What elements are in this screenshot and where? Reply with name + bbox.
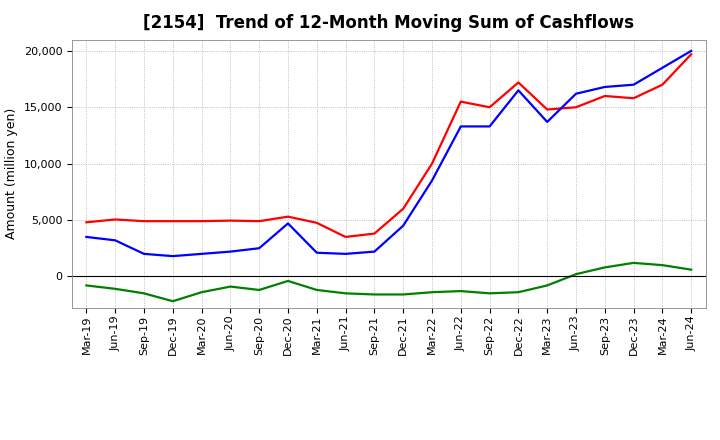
Operating Cashflow xyxy=(428,161,436,166)
Operating Cashflow xyxy=(629,95,638,101)
Investing Cashflow xyxy=(543,283,552,288)
Operating Cashflow xyxy=(514,80,523,85)
Investing Cashflow xyxy=(255,287,264,293)
Investing Cashflow xyxy=(370,292,379,297)
Operating Cashflow xyxy=(140,219,148,224)
Investing Cashflow xyxy=(600,265,609,270)
Free Cashflow xyxy=(197,251,206,257)
Free Cashflow xyxy=(370,249,379,254)
Investing Cashflow xyxy=(687,267,696,272)
Operating Cashflow xyxy=(284,214,292,219)
Investing Cashflow xyxy=(226,284,235,289)
Operating Cashflow xyxy=(485,105,494,110)
Investing Cashflow xyxy=(514,290,523,295)
Line: Free Cashflow: Free Cashflow xyxy=(86,51,691,256)
Free Cashflow xyxy=(629,82,638,88)
Operating Cashflow xyxy=(658,82,667,88)
Free Cashflow xyxy=(341,251,350,257)
Free Cashflow xyxy=(82,235,91,240)
Investing Cashflow xyxy=(456,289,465,294)
Free Cashflow xyxy=(572,91,580,96)
Operating Cashflow xyxy=(572,105,580,110)
Investing Cashflow xyxy=(428,290,436,295)
Free Cashflow xyxy=(658,65,667,70)
Operating Cashflow xyxy=(168,219,177,224)
Free Cashflow xyxy=(485,124,494,129)
Free Cashflow xyxy=(255,246,264,251)
Free Cashflow xyxy=(600,84,609,90)
Investing Cashflow xyxy=(399,292,408,297)
Investing Cashflow xyxy=(197,290,206,295)
Free Cashflow xyxy=(168,253,177,259)
Operating Cashflow xyxy=(456,99,465,104)
Free Cashflow xyxy=(399,223,408,228)
Free Cashflow xyxy=(312,250,321,255)
Free Cashflow xyxy=(514,88,523,93)
Investing Cashflow xyxy=(284,278,292,283)
Investing Cashflow xyxy=(140,291,148,296)
Line: Operating Cashflow: Operating Cashflow xyxy=(86,54,691,237)
Free Cashflow xyxy=(543,119,552,125)
Operating Cashflow xyxy=(399,206,408,211)
Investing Cashflow xyxy=(168,299,177,304)
Title: [2154]  Trend of 12-Month Moving Sum of Cashflows: [2154] Trend of 12-Month Moving Sum of C… xyxy=(143,15,634,33)
Investing Cashflow xyxy=(111,286,120,291)
Operating Cashflow xyxy=(82,220,91,225)
Operating Cashflow xyxy=(600,93,609,99)
Investing Cashflow xyxy=(658,263,667,268)
Free Cashflow xyxy=(226,249,235,254)
Operating Cashflow xyxy=(197,219,206,224)
Free Cashflow xyxy=(428,178,436,183)
Investing Cashflow xyxy=(572,271,580,277)
Operating Cashflow xyxy=(226,218,235,223)
Operating Cashflow xyxy=(341,235,350,240)
Investing Cashflow xyxy=(629,260,638,265)
Operating Cashflow xyxy=(111,217,120,222)
Operating Cashflow xyxy=(255,219,264,224)
Free Cashflow xyxy=(456,124,465,129)
Free Cashflow xyxy=(687,48,696,54)
Free Cashflow xyxy=(111,238,120,243)
Investing Cashflow xyxy=(485,291,494,296)
Operating Cashflow xyxy=(687,51,696,57)
Free Cashflow xyxy=(284,221,292,226)
Free Cashflow xyxy=(140,251,148,257)
Operating Cashflow xyxy=(370,231,379,236)
Investing Cashflow xyxy=(341,291,350,296)
Investing Cashflow xyxy=(82,283,91,288)
Investing Cashflow xyxy=(312,287,321,293)
Operating Cashflow xyxy=(312,220,321,225)
Y-axis label: Amount (million yen): Amount (million yen) xyxy=(5,108,18,239)
Line: Investing Cashflow: Investing Cashflow xyxy=(86,263,691,301)
Operating Cashflow xyxy=(543,107,552,112)
